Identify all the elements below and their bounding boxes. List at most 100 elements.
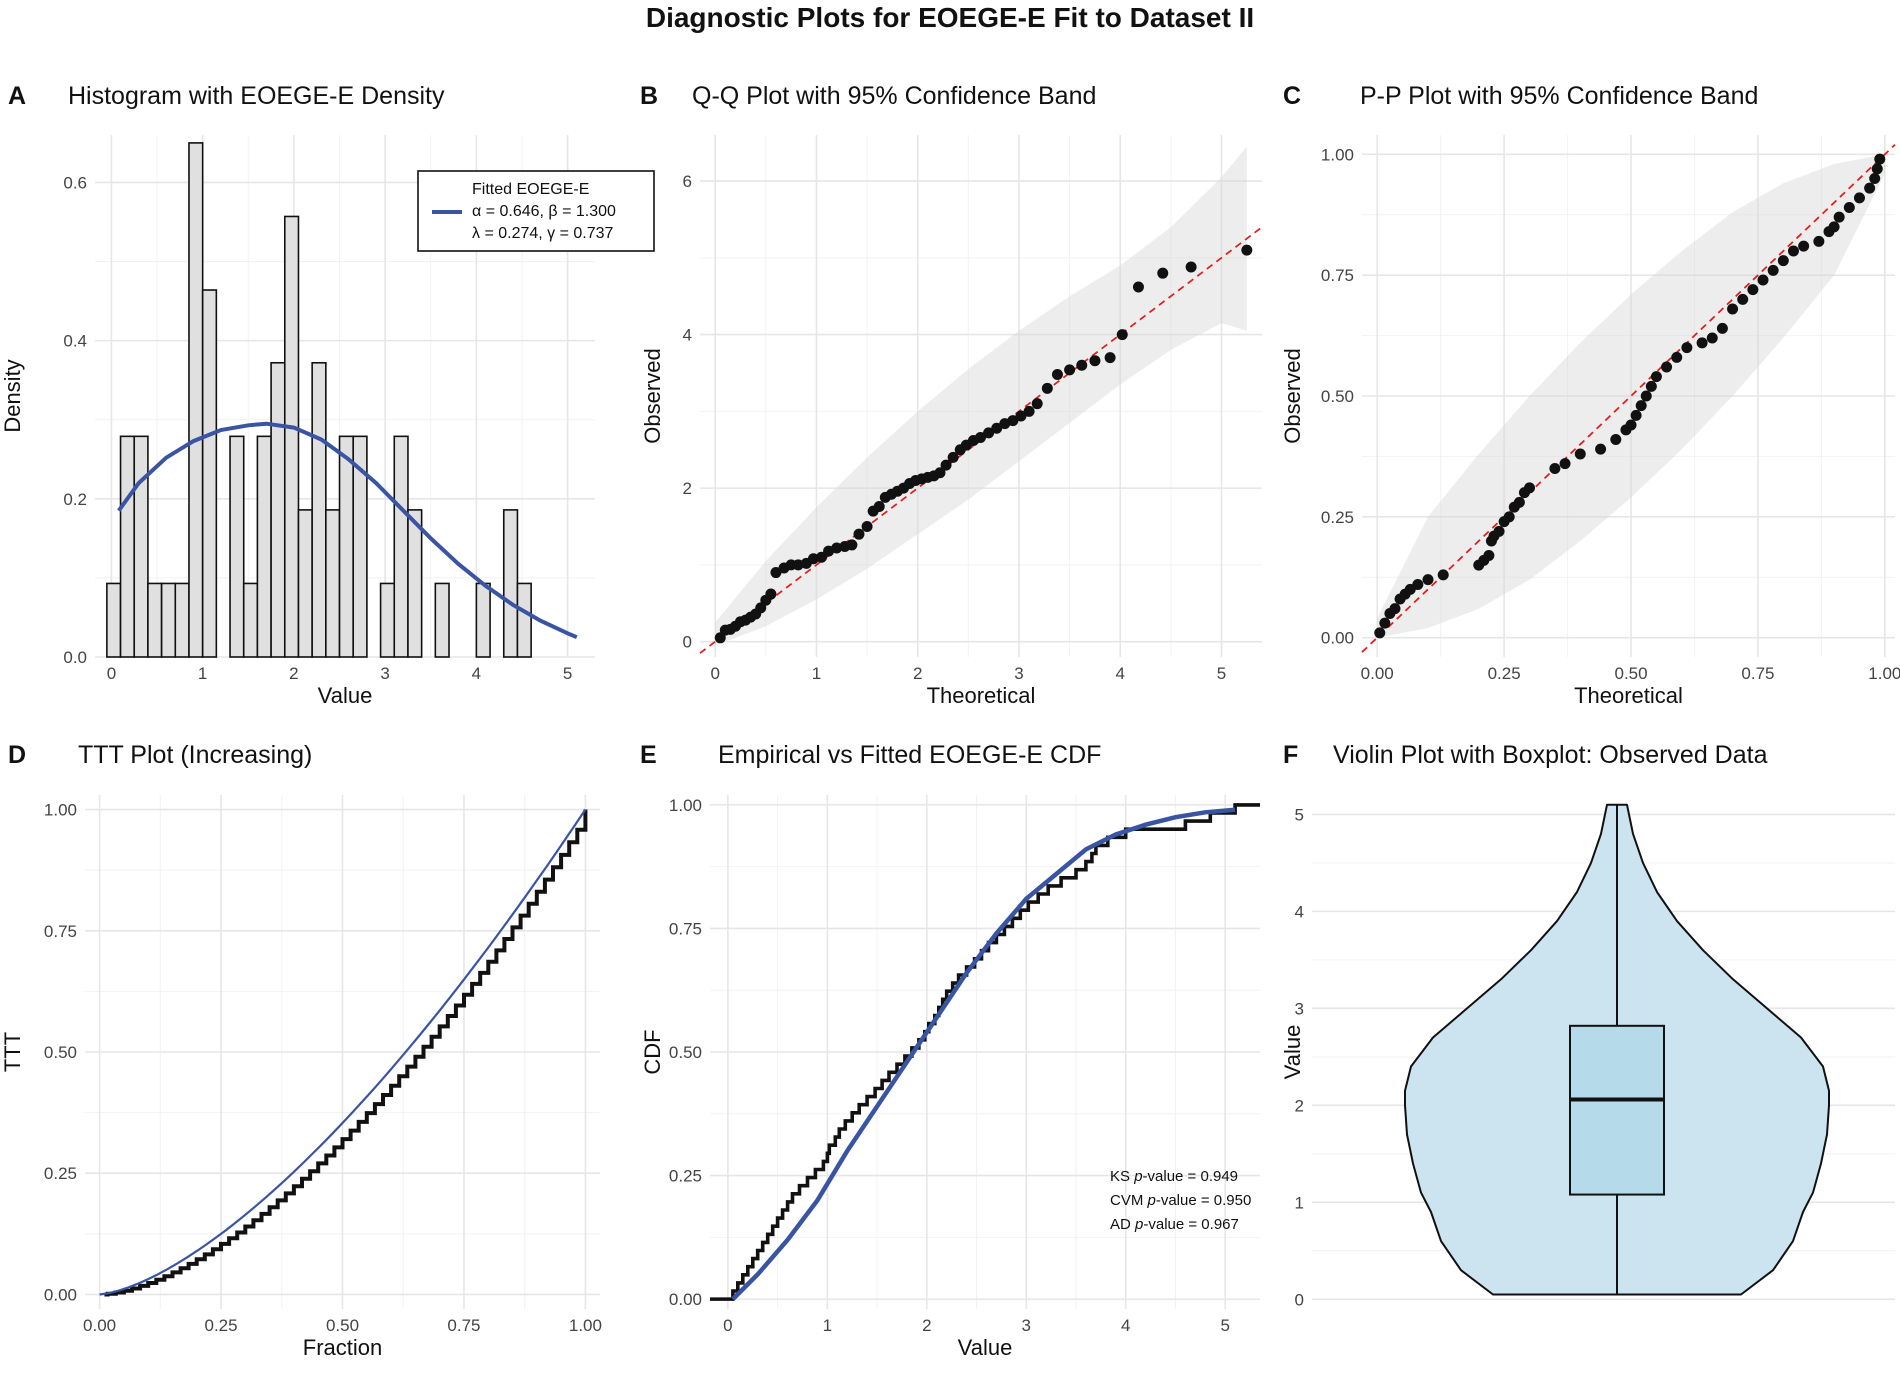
histogram-bar [297, 509, 313, 658]
data-point [1015, 410, 1027, 422]
data-point [1671, 351, 1683, 363]
density-curve [117, 421, 578, 640]
annotation-ks: KS p-value = 0.949 [1110, 1168, 1238, 1185]
data-point [1787, 245, 1799, 257]
x-tick-label: 0.50 [326, 1316, 359, 1335]
y-tick-label: 4 [683, 326, 692, 345]
panel-label-f: F [1283, 741, 1298, 769]
y-tick-label: 0.0 [63, 648, 87, 667]
data-point [983, 427, 995, 439]
y-tick-label: 2 [683, 479, 692, 498]
y-tick-label: 0.25 [669, 1167, 702, 1186]
data-point [846, 539, 858, 551]
histogram-bar [434, 582, 450, 658]
data-point [1116, 329, 1128, 341]
x-tick-label: 5 [1220, 1316, 1229, 1335]
y-tick-label: 0.75 [44, 922, 77, 941]
data-point [1874, 153, 1886, 165]
data-point [991, 422, 1003, 434]
y-tick-label: 0.00 [669, 1290, 702, 1309]
histogram-bar [393, 435, 409, 658]
panel-f: F Violin Plot with Boxplot: Observed Data… [1280, 741, 1895, 1309]
y-tick-label: 0 [1295, 1290, 1304, 1309]
y-tick-label: 1.00 [44, 801, 77, 820]
data-point [1706, 332, 1718, 344]
data-point [1437, 569, 1449, 581]
histogram-bar [502, 509, 519, 658]
y-tick-label: 0.25 [44, 1164, 77, 1183]
annotation-cvm: CVM p-value = 0.950 [1110, 1192, 1251, 1209]
data-point [1635, 400, 1647, 412]
data-point [934, 467, 946, 479]
panel-c: C P-P Plot with 95% Confidence Band 0.00 0.… [1280, 82, 1900, 708]
panel-title-e: Empirical vs Fitted EOEGE-E CDF [718, 741, 1101, 769]
y-axis-label: TTT [0, 1032, 25, 1072]
x-tick-label: 0.25 [204, 1316, 237, 1335]
fitted-cdf-curve [731, 807, 1236, 1301]
x-tick-label: 0.00 [1361, 664, 1394, 683]
histogram-bar [242, 582, 259, 658]
x-tick-label: 5 [563, 664, 572, 683]
histogram-bar [106, 582, 122, 658]
x-tick-label: 0.75 [1741, 664, 1774, 683]
x-tick-label: 4 [1115, 664, 1124, 683]
data-point [1610, 434, 1622, 445]
panel-label-e: E [640, 741, 657, 769]
data-point [1625, 419, 1637, 431]
data-point [1864, 182, 1876, 194]
reference-line [1361, 144, 1896, 653]
data-point [1777, 255, 1789, 267]
y-tick-label: 1.00 [669, 796, 702, 815]
x-tick-label: 0.75 [447, 1316, 480, 1335]
y-tick-label: 0 [683, 633, 692, 652]
x-tick-label: 5 [1217, 664, 1226, 683]
y-tick-label: 1 [1295, 1193, 1304, 1212]
annotation-p-symbol: p [1134, 1216, 1143, 1233]
data-point [1051, 369, 1063, 381]
x-axis-label: Value [318, 683, 373, 708]
panel-label-a: A [8, 82, 26, 110]
data-point [1661, 361, 1673, 373]
data-point [1630, 409, 1642, 421]
data-point [1389, 603, 1401, 615]
panel-title-a: Histogram with EOEGE-E Density [68, 82, 445, 110]
data-point [1041, 382, 1053, 394]
data-point [1031, 398, 1043, 410]
y-tick-label: 0.00 [44, 1285, 77, 1304]
panel-a: A Histogram with EOEGE-E Density 0 1 2 3 4 5 0.0… [0, 82, 655, 708]
data-point [1798, 240, 1810, 252]
y-axis-label: CDF [640, 1029, 665, 1074]
data-point [1559, 458, 1571, 470]
annotation-ad-value: -value = 0.967 [1143, 1216, 1239, 1233]
data-point [1681, 342, 1693, 354]
x-tick-label: 1 [823, 1316, 832, 1335]
data-point [1524, 482, 1536, 494]
panel-label-b: B [640, 82, 658, 110]
data-point [1595, 443, 1607, 455]
data-point [974, 431, 986, 443]
empirical-ttt-step [104, 809, 588, 1297]
data-point [1503, 511, 1515, 523]
data-point [947, 451, 959, 463]
x-tick-label: 1.00 [569, 1316, 602, 1335]
data-point [873, 501, 885, 513]
data-point [1833, 211, 1845, 223]
data-point [816, 551, 828, 563]
histogram-bar [325, 509, 341, 658]
data-point [1650, 371, 1662, 383]
x-tick-label: 3 [1022, 1316, 1031, 1335]
data-point [853, 528, 865, 540]
y-tick-label: 0.25 [1321, 508, 1354, 527]
x-tick-label: 2 [913, 664, 922, 683]
data-point [1871, 163, 1883, 175]
histogram-bar [338, 435, 355, 658]
histogram-bar [352, 435, 368, 658]
data-point [1813, 235, 1825, 247]
figure-title: Diagnostic Plots for EOEGE-E Fit to Data… [646, 2, 1254, 33]
data-point [1007, 415, 1019, 427]
panel-title-c: P-P Plot with 95% Confidence Band [1360, 82, 1758, 110]
panel-label-d: D [8, 741, 26, 769]
data-point [1023, 405, 1035, 417]
histogram-bar [188, 142, 204, 658]
x-axis-label: Theoretical [1574, 683, 1683, 708]
